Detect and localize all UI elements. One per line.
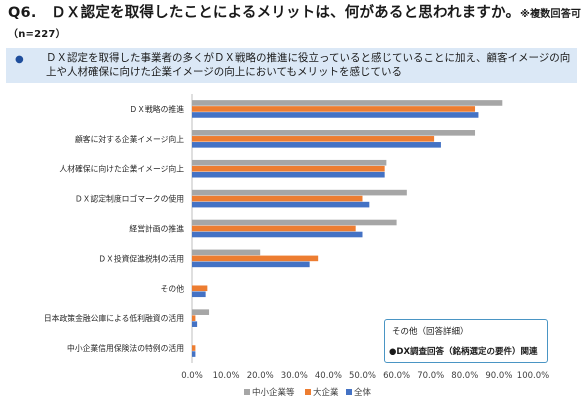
bar-large <box>192 136 435 142</box>
bar-sme <box>192 100 503 106</box>
bar-large <box>192 315 196 321</box>
legend-label: 全体 <box>354 387 372 398</box>
x-tick-label: 100.0% <box>517 371 549 381</box>
note-item: ●DX調査回答（銘柄選定の要件）関連 <box>389 347 538 357</box>
x-tick-label: 0.0% <box>181 371 203 381</box>
bar-all <box>192 142 441 148</box>
bar-all <box>192 231 363 238</box>
bar-sme <box>192 249 261 256</box>
bar-large <box>192 225 356 232</box>
x-tick-label: 60.0% <box>383 371 410 381</box>
bar-large <box>192 255 319 262</box>
title-note: ※複数回答可（n=227） <box>8 9 582 40</box>
x-tick-label: 20.0% <box>247 371 274 381</box>
bar-all <box>192 291 206 298</box>
note-title: その他（回答詳細） <box>392 327 469 337</box>
category-label: 顧客に対する企業イメージ向上 <box>75 134 184 144</box>
bar-sme <box>192 219 397 226</box>
bar-sme <box>192 130 476 136</box>
legend-swatch <box>346 389 352 395</box>
bar-large <box>192 195 363 202</box>
category-label: 人材確保に向けた企業イメージ向上 <box>59 164 184 174</box>
legend-label: 中小企業等 <box>252 387 295 398</box>
x-tick-label: 80.0% <box>451 371 478 381</box>
bar-large <box>192 165 385 172</box>
bar-all <box>192 321 198 327</box>
bar-all <box>192 171 385 178</box>
bar-large <box>192 285 208 292</box>
bar-sme <box>192 309 210 315</box>
bar-all <box>192 112 479 118</box>
category-label: ＤＸ投資促進税制の活用 <box>98 253 184 263</box>
summary-box: ● ＤＸ認定を取得した事業者の多くがＤＸ戦略の推進に役立っていると感じていること… <box>6 48 577 83</box>
category-label: 経営計画の推進 <box>129 224 184 234</box>
summary-text: ＤＸ認定を取得した事業者の多くがＤＸ戦略の推進に役立っていると感じていることに加… <box>46 52 571 78</box>
category-label: その他 <box>161 283 185 293</box>
legend-swatch <box>305 389 311 395</box>
page-title: Q6. ＤＸ認定を取得したことによるメリットは、何があると思われますか。※複数回… <box>8 4 583 44</box>
summary-bullet: ● <box>15 54 24 65</box>
bar-sme <box>192 189 407 196</box>
bar-all <box>192 351 196 357</box>
x-tick-label: 40.0% <box>315 371 342 381</box>
category-label: 中小企業信用保険法の特例の活用 <box>67 343 184 353</box>
title-main: Q6. ＤＸ認定を取得したことによるメリットは、何があると思われますか。 <box>8 5 521 21</box>
bar-sme <box>192 159 387 166</box>
x-tick-label: 10.0% <box>213 371 240 381</box>
category-label: 日本政策金融公庫による低利融資の活用 <box>44 313 184 323</box>
legend-swatch <box>244 389 250 395</box>
x-tick-label: 90.0% <box>485 371 512 381</box>
category-label: ＤＸ戦略の推進 <box>129 104 184 114</box>
x-tick-label: 50.0% <box>349 371 376 381</box>
bar-large <box>192 345 196 351</box>
x-tick-label: 30.0% <box>281 371 308 381</box>
bar-large <box>192 106 476 112</box>
category-label: ＤＸ認定制度ロゴマークの使用 <box>75 194 184 204</box>
legend-label: 大企業 <box>313 387 339 398</box>
x-tick-label: 70.0% <box>417 371 444 381</box>
bar-all <box>192 201 370 208</box>
bar-all <box>192 261 310 268</box>
note-box: その他（回答詳細） ●DX調査回答（銘柄選定の要件）関連 <box>384 319 548 363</box>
